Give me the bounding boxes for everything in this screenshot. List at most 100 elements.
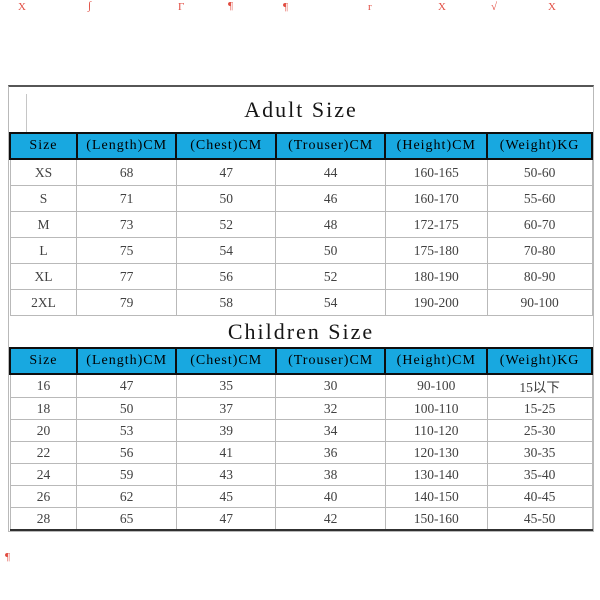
children-size-title: Children Size — [227, 319, 375, 344]
data-cell: 35-40 — [486, 463, 593, 486]
data-cell: 60-70 — [486, 211, 593, 238]
data-cell: 56 — [76, 441, 177, 464]
size-cell: 22 — [9, 441, 78, 464]
red-mark: X — [18, 1, 26, 13]
data-cell: 54 — [175, 237, 277, 264]
data-cell: 15-25 — [486, 397, 593, 420]
table-row: S 71 50 46 160-170 55-60 — [9, 185, 593, 212]
data-cell: 52 — [275, 263, 386, 290]
data-cell: 47 — [175, 507, 277, 531]
size-cell: S — [9, 185, 78, 212]
data-cell: 62 — [76, 485, 177, 508]
data-cell: 35 — [175, 373, 277, 398]
size-cell: 18 — [9, 397, 78, 420]
header-row: Size (Length)CM (Chest)CM (Trouser)CM (Heigh… — [9, 347, 593, 375]
table-row: XS 68 47 44 160-165 50-60 — [9, 158, 593, 186]
data-cell: 190-200 — [384, 289, 488, 316]
data-cell: 130-140 — [384, 463, 488, 486]
size-cell: 28 — [9, 507, 78, 531]
children-table-body: 16 47 35 30 90-100 15以下 18 50 37 32 100-110 15-25 20… — [9, 373, 593, 531]
size-cell: 24 — [9, 463, 78, 486]
table-row: 24 59 43 38 130-140 35-40 — [9, 463, 593, 486]
table-row: M 73 52 48 172-175 60-70 — [9, 211, 593, 238]
table-row: 20 53 39 34 110-120 25-30 — [9, 419, 593, 442]
column-header-cell: (Height)CM — [384, 132, 489, 160]
column-header-cell: (Chest)CM — [175, 132, 277, 160]
data-cell: 41 — [175, 441, 277, 464]
red-mark: ¶ — [5, 551, 10, 563]
data-cell: 160-170 — [384, 185, 488, 212]
data-cell: 80-90 — [486, 263, 593, 290]
data-cell: 68 — [76, 158, 177, 186]
data-cell: 58 — [175, 289, 277, 316]
table-row: 26 62 45 40 140-150 40-45 — [9, 485, 593, 508]
table-row: 2XL 79 58 54 190-200 90-100 — [9, 289, 593, 316]
data-cell: 120-130 — [384, 441, 488, 464]
data-cell: 43 — [175, 463, 277, 486]
column-header-cell: (Length)CM — [75, 347, 178, 375]
red-mark: √ — [491, 1, 498, 13]
data-cell: 79 — [76, 289, 177, 316]
red-mark: Γ — [178, 1, 185, 13]
data-cell: 44 — [275, 158, 386, 186]
data-cell: 37 — [175, 397, 277, 420]
data-cell: 140-150 — [384, 485, 488, 508]
data-cell: 50 — [275, 237, 386, 264]
data-cell: 15以下 — [486, 373, 593, 398]
data-cell: 54 — [275, 289, 386, 316]
data-cell: 70-80 — [486, 237, 593, 264]
data-cell: 47 — [76, 373, 177, 398]
red-mark: ¶ — [283, 1, 288, 13]
table-row: 28 65 47 42 150-160 45-50 — [9, 507, 593, 531]
data-cell: 75 — [76, 237, 177, 264]
data-cell: 56 — [175, 263, 277, 290]
size-cell: XS — [9, 158, 78, 186]
data-cell: 40-45 — [486, 485, 593, 508]
column-header-cell: Size — [9, 347, 78, 375]
adult-table-body: XS 68 47 44 160-165 50-60 S 71 50 46 160-170 55-60 M… — [9, 158, 593, 316]
data-cell: 59 — [76, 463, 177, 486]
data-cell: 39 — [175, 419, 277, 442]
adult-size-title: Adult Size — [9, 87, 593, 132]
red-mark: ¶ — [228, 0, 233, 12]
adult-size-table: Size (Length)CM (Chest)CM (Trouser)CM (Heigh… — [9, 132, 593, 316]
red-mark: X — [438, 1, 446, 13]
data-cell: 46 — [275, 185, 386, 212]
data-cell: 36 — [275, 441, 386, 464]
data-cell: 38 — [275, 463, 386, 486]
children-size-table: Size (Length)CM (Chest)CM (Trouser)CM (Heigh… — [9, 347, 593, 531]
column-header-cell: (Weight)KG — [486, 347, 593, 375]
header-row: Size (Length)CM (Chest)CM (Trouser)CM (Heigh… — [9, 132, 593, 160]
column-header-cell: (Length)CM — [75, 132, 178, 160]
data-cell: 34 — [275, 419, 386, 442]
red-mark: X — [548, 1, 556, 13]
size-cell: XL — [9, 263, 78, 290]
data-cell: 25-30 — [486, 419, 593, 442]
column-header-cell: (Height)CM — [384, 347, 489, 375]
data-cell: 150-160 — [384, 507, 488, 531]
data-cell: 48 — [275, 211, 386, 238]
data-cell: 30-35 — [486, 441, 593, 464]
size-cell: 26 — [9, 485, 78, 508]
data-cell: 45 — [175, 485, 277, 508]
size-cell: L — [9, 237, 78, 264]
data-cell: 50 — [76, 397, 177, 420]
red-mark: r — [368, 1, 372, 13]
data-cell: 90-100 — [384, 373, 488, 398]
data-cell: 30 — [275, 373, 386, 398]
data-cell: 100-110 — [384, 397, 488, 420]
table-row: 22 56 41 36 120-130 30-35 — [9, 441, 593, 464]
column-header-cell: Size — [9, 132, 78, 160]
column-header-cell: (Weight)KG — [486, 132, 593, 160]
data-cell: 50 — [175, 185, 277, 212]
table-row: 18 50 37 32 100-110 15-25 — [9, 397, 593, 420]
red-mark: ∫ — [88, 0, 92, 12]
column-header-cell: (Trouser)CM — [274, 132, 387, 160]
data-cell: 77 — [76, 263, 177, 290]
size-cell: M — [9, 211, 78, 238]
data-cell: 73 — [76, 211, 177, 238]
size-chart-frame: Adult Size Size (Length)CM (Chest)CM (Trous… — [8, 85, 594, 532]
data-cell: 180-190 — [384, 263, 488, 290]
column-header-cell: (Chest)CM — [175, 347, 277, 375]
